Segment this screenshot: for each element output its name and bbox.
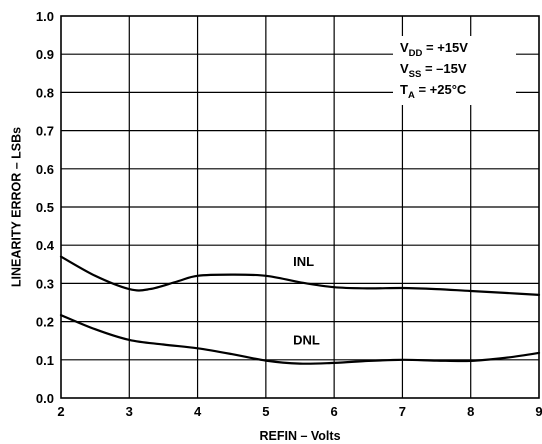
- x-tick-label: 9: [535, 404, 542, 419]
- condition-1-symbol: V: [400, 61, 409, 76]
- condition-2-subscript: A: [408, 90, 415, 101]
- series-lines: [59, 255, 541, 365]
- condition-2-symbol: T: [400, 82, 408, 97]
- x-tick-label: 8: [467, 404, 474, 419]
- series-label-inl: INL: [293, 254, 314, 269]
- y-tick-label: 0.6: [36, 162, 54, 177]
- x-tick-label: 7: [399, 404, 406, 419]
- condition-1-subscript: SS: [409, 69, 422, 80]
- series-line-dnl: [59, 314, 541, 365]
- x-tick-label: 4: [194, 404, 202, 419]
- y-tick-label: 0.4: [36, 238, 55, 253]
- y-tick-label: 0.8: [36, 85, 54, 100]
- y-tick-label: 0.9: [36, 47, 54, 62]
- condition-1-value: = –15V: [421, 61, 467, 76]
- series-line-inl: [59, 255, 541, 296]
- series-label-dnl: DNL: [293, 333, 320, 348]
- x-tick-label: 2: [57, 404, 64, 419]
- condition-0: VDD = +15V: [400, 40, 468, 59]
- x-tick-label: 5: [262, 404, 269, 419]
- y-tick-label: 0.7: [36, 124, 54, 139]
- condition-0-subscript: DD: [409, 48, 423, 59]
- condition-0-value: = +15V: [422, 40, 468, 55]
- condition-0-symbol: V: [400, 40, 409, 55]
- y-tick-label: 0.1: [36, 353, 54, 368]
- y-tick-label: 1.0: [36, 9, 54, 24]
- annotation-background: [393, 36, 516, 105]
- x-tick-label: 3: [126, 404, 133, 419]
- condition-2: TA = +25°C: [400, 82, 467, 101]
- tick-labels: 2 3 4 5 6 7 8 9 0.0 0.1 0.2 0.3 0.4 0.5 0.6 0.7 0.8 0.9 1.…: [36, 9, 542, 419]
- plot-frame: [60, 15, 540, 399]
- y-axis-title: LINEARITY ERROR – LSBs: [9, 127, 23, 287]
- condition-2-value: = +25°C: [415, 82, 467, 97]
- y-tick-label: 0.3: [36, 276, 54, 291]
- series-labels: INL DNL: [293, 254, 320, 347]
- x-axis-title: REFIN – Volts: [259, 429, 340, 443]
- y-tick-label: 0.2: [36, 315, 54, 330]
- y-tick-label: 0.5: [36, 200, 54, 215]
- y-tick-label: 0.0: [36, 391, 54, 406]
- condition-1: VSS = –15V: [400, 61, 467, 80]
- x-tick-label: 6: [331, 404, 338, 419]
